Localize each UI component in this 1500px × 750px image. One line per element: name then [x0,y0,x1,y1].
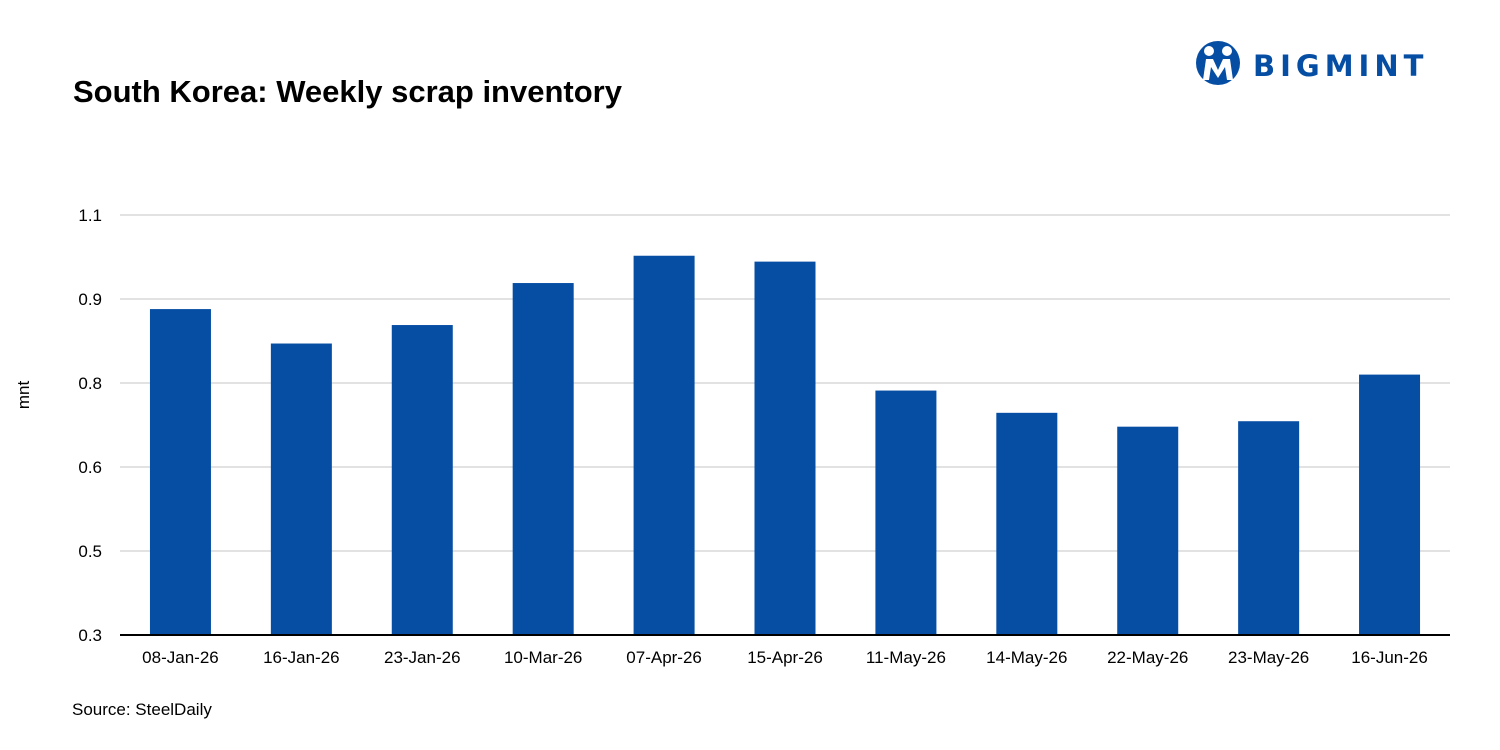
y-tick-label: 0.3 [78,626,102,645]
x-tick-label: 11-May-26 [866,648,946,667]
x-tick-label: 23-Jan-26 [384,648,461,667]
x-tick-label: 08-Jan-26 [142,648,219,667]
x-axis-ticks: 08-Jan-26 16-Jan-26 23-Jan-26 10-Mar-26 07-A… [142,648,1428,667]
bigmint-logo: BIGMINT [1196,40,1446,86]
bar [875,390,937,635]
bar [1117,426,1179,635]
y-axis-ticks: 0.3 0.5 0.6 0.8 0.9 1.1 [78,206,102,645]
x-tick-label: 23-May-26 [1228,648,1309,667]
bars [149,255,1421,636]
bar [996,412,1058,635]
y-tick-label: 0.6 [78,458,102,477]
x-tick-label: 07-Apr-26 [626,648,702,667]
bar [270,343,332,635]
bar [1238,421,1300,635]
bar [149,309,211,635]
bigmint-logo-icon: BIGMINT [1196,41,1428,85]
bar [1359,374,1421,635]
y-axis-label: mnt [14,381,33,410]
logo-wordmark: BIGMINT [1253,49,1428,83]
bar [391,325,453,635]
x-tick-label: 22-May-26 [1107,648,1188,667]
y-tick-label: 0.9 [78,290,102,309]
y-tick-label: 0.8 [78,374,102,393]
bar [512,283,574,635]
source-note: Source: SteelDaily [72,700,212,719]
x-tick-label: 16-Jan-26 [263,648,340,667]
bar [633,255,695,636]
x-tick-label: 10-Mar-26 [504,648,582,667]
x-tick-label: 16-Jun-26 [1351,648,1428,667]
x-tick-label: 14-May-26 [986,648,1067,667]
x-tick-label: 15-Apr-26 [747,648,823,667]
y-tick-label: 0.5 [78,542,102,561]
bar [754,261,816,635]
chart-title: South Korea: Weekly scrap inventory [73,74,622,109]
y-tick-label: 1.1 [78,206,102,225]
